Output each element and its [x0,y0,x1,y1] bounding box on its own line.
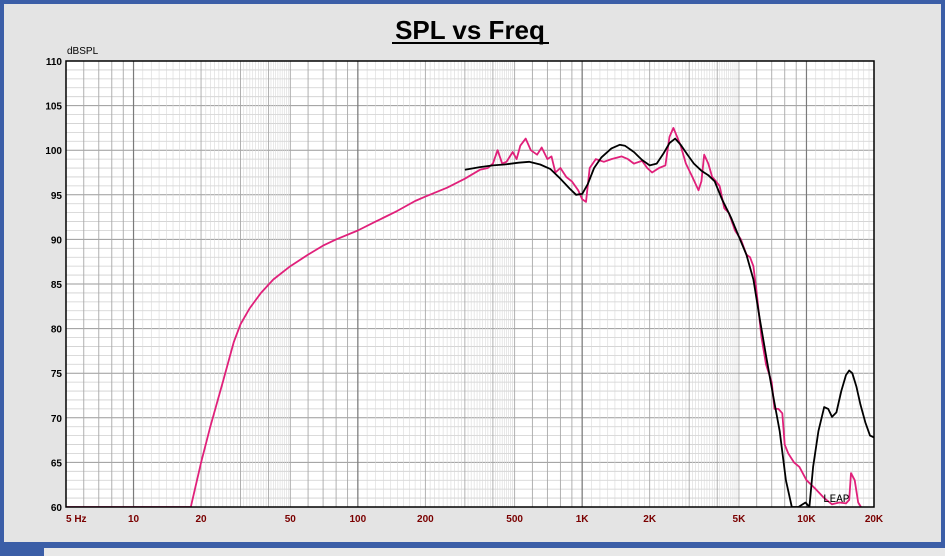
x-tick-labels: 5 Hz 10 20 50 100 200 500 1K 2K 5K 10K 20K [66,514,884,525]
y-tick-label: 90 [51,235,63,246]
leap-watermark: LEAP [823,494,850,506]
status-strip [44,548,945,556]
y-tick-label: 105 [45,102,62,113]
x-tick-label: 20 [195,514,207,525]
y-tick-label: 60 [51,503,63,514]
x-tick-label: 500 [506,514,523,525]
x-tick-label: 1K [576,514,590,525]
y-tick-label: 85 [51,280,63,291]
x-tick-label: 50 [285,514,297,525]
x-tick-label: 2K [643,514,657,525]
x-tick-label: 100 [349,514,366,525]
y-tick-label: 80 [51,325,63,336]
y-tick-label: 65 [51,458,63,469]
y-axis-label: dBSPL [67,46,99,57]
chart-title: SPL vs Freq [395,15,545,45]
x-tick-label: 200 [417,514,434,525]
series-line-2 [464,137,874,507]
y-tick-label: 95 [51,191,63,202]
x-tick-label: 10K [797,514,816,525]
series-line-1 [66,127,862,507]
x-tick-label: 10 [128,514,140,525]
y-tick-labels: 60 65 70 75 80 85 90 95 100 105 110 [45,57,62,514]
x-tick-label: 5K [733,514,747,525]
y-tick-label: 110 [46,57,63,68]
series-group [66,127,874,507]
grid [65,60,875,508]
x-tick-label: 20K [865,514,884,525]
y-tick-label: 100 [45,146,62,157]
y-tick-label: 75 [51,369,63,380]
plot-area-border [65,60,875,508]
y-tick-label: 70 [51,414,63,425]
x-tick-label: 5 Hz [66,514,87,525]
